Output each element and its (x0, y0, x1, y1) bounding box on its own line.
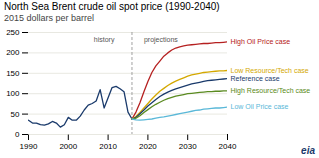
svg-text:Low Resource/Tech case: Low Resource/Tech case (231, 67, 309, 74)
svg-text:2030: 2030 (179, 142, 197, 151)
svg-text:Reference case: Reference case (231, 75, 280, 82)
svg-text:2040: 2040 (219, 142, 237, 151)
svg-text:High Oil Price case: High Oil Price case (231, 38, 291, 46)
svg-text:250: 250 (6, 28, 20, 37)
svg-text:200: 200 (6, 48, 20, 57)
html-text:North Sea Brent crude oil spot: North Sea Brent crude oil spot price (19… (4, 1, 220, 12)
svg-text:High Resource/Tech case: High Resource/Tech case (231, 87, 311, 95)
svg-text:1990: 1990 (20, 142, 38, 151)
html-text:eia: eia (301, 145, 315, 156)
html-text:2015 dollars per barrel: 2015 dollars per barrel (4, 13, 95, 23)
svg-text:history: history (94, 36, 115, 44)
svg-text:Low Oil Price case: Low Oil Price case (231, 103, 289, 110)
svg-text:2010: 2010 (99, 142, 117, 151)
svg-text:projections: projections (144, 36, 178, 44)
svg-text:0: 0 (15, 130, 20, 139)
svg-text:2000: 2000 (59, 142, 77, 151)
svg-text:2020: 2020 (139, 142, 157, 151)
svg-text:100: 100 (6, 89, 20, 98)
svg-text:50: 50 (11, 110, 20, 119)
svg-text:150: 150 (6, 69, 20, 78)
